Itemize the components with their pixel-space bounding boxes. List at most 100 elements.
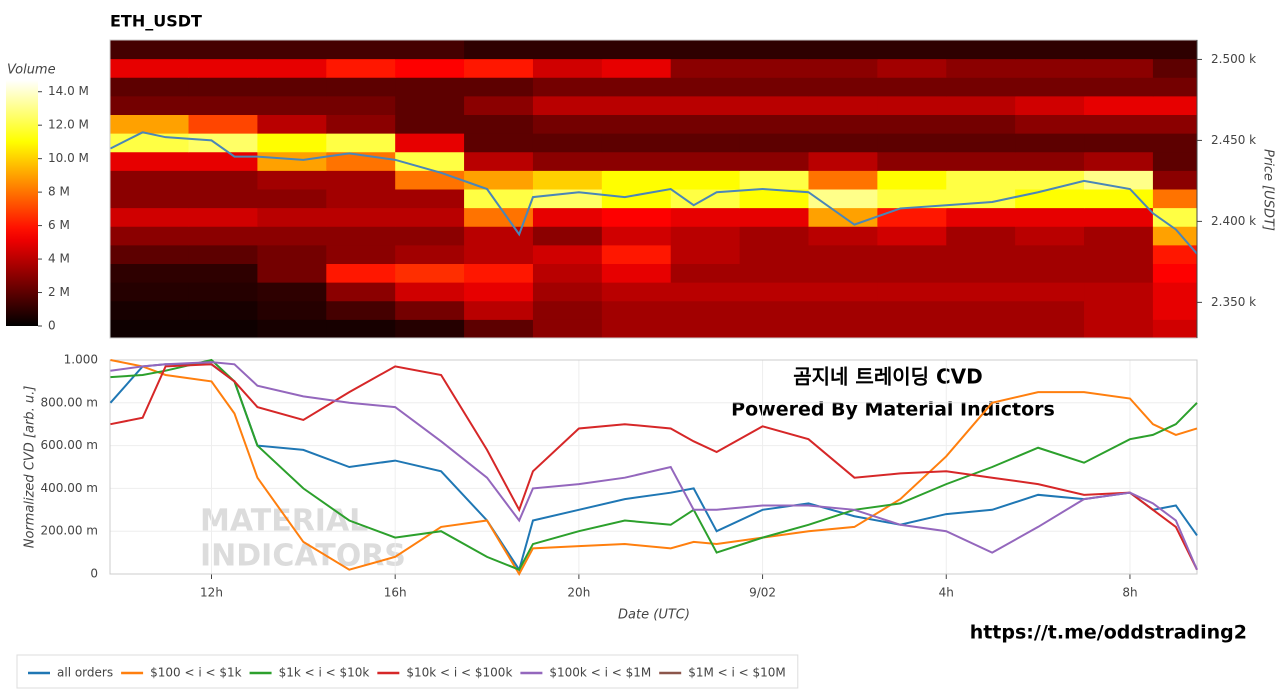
heat-cell xyxy=(1015,133,1085,153)
y-tick-label: 400.00 m xyxy=(41,481,99,495)
legend-label[interactable]: all orders xyxy=(57,666,113,680)
legend-label[interactable]: $10k < i < $100k xyxy=(406,666,512,680)
heat-cell xyxy=(257,170,327,190)
heat-cell xyxy=(1084,263,1154,283)
heat-cell xyxy=(257,263,327,283)
heat-cell xyxy=(877,58,947,78)
heat-cell xyxy=(188,263,258,283)
heat-cell xyxy=(110,151,190,171)
heat-cell xyxy=(1152,282,1197,302)
legend-label[interactable]: $1M < i < $10M xyxy=(688,666,786,680)
heat-cell xyxy=(188,282,258,302)
heat-cell xyxy=(1015,319,1085,338)
heat-cell xyxy=(601,40,672,60)
heat-cell xyxy=(532,40,603,60)
heat-cell xyxy=(395,282,465,302)
heat-cell xyxy=(326,170,396,190)
heat-cell xyxy=(257,95,327,115)
heat-cell xyxy=(532,77,603,97)
heat-cell xyxy=(1015,151,1085,171)
y-axis-label: Price [USDT] xyxy=(1261,149,1276,231)
heat-cell xyxy=(326,40,396,60)
heat-cell xyxy=(808,170,878,190)
heat-cell xyxy=(110,263,190,283)
heat-cell xyxy=(110,244,190,264)
heat-cell xyxy=(395,226,465,246)
heat-cell xyxy=(395,300,465,320)
cvd-line xyxy=(110,358,1198,571)
y-tick-label: 800.00 m xyxy=(41,395,99,409)
heat-cell xyxy=(1084,95,1154,115)
heat-cell xyxy=(808,40,878,60)
heat-cell xyxy=(946,207,1016,227)
heat-cell xyxy=(877,244,947,264)
heat-cell xyxy=(257,282,327,302)
heat-cell xyxy=(808,133,878,153)
legend-label[interactable]: $100k < i < $1M xyxy=(549,666,651,680)
heat-cell xyxy=(257,300,327,320)
heat-cell xyxy=(739,226,809,246)
heat-cell xyxy=(464,263,534,283)
cvd-line xyxy=(110,359,1198,577)
heat-cell xyxy=(946,114,1016,134)
x-tick-label: 4h xyxy=(939,586,954,600)
heat-cell xyxy=(877,170,947,190)
heat-cell xyxy=(946,95,1016,115)
heat-cell xyxy=(808,244,878,264)
heat-cell xyxy=(464,114,534,134)
heat-cell xyxy=(257,244,327,264)
heat-cell xyxy=(946,244,1016,264)
heat-cell xyxy=(532,189,603,209)
heat-cell xyxy=(601,189,672,209)
colorbar-tick-label: 0 xyxy=(48,319,56,333)
x-tick-label: 16h xyxy=(384,586,407,600)
heat-cell xyxy=(808,151,878,171)
heat-cell xyxy=(257,319,327,338)
heat-cell xyxy=(326,319,396,338)
heat-cell xyxy=(257,77,327,97)
heat-cell xyxy=(808,95,878,115)
heat-cell xyxy=(1015,244,1085,264)
heat-cell xyxy=(257,58,327,78)
x-tick-label: 12h xyxy=(200,586,223,600)
heat-cell xyxy=(532,282,603,302)
heat-cell xyxy=(1152,77,1197,97)
heat-cell xyxy=(110,114,190,134)
heat-cell xyxy=(877,226,947,246)
heat-cell xyxy=(326,114,396,134)
heat-cell xyxy=(395,244,465,264)
heat-cell xyxy=(1084,207,1154,227)
y-tick-label: 0 xyxy=(90,567,98,581)
heat-cell xyxy=(808,114,878,134)
heat-cell xyxy=(395,40,465,60)
heat-cell xyxy=(188,77,258,97)
footer-link[interactable]: https://t.me/oddstrading2 xyxy=(970,622,1247,644)
heat-cell xyxy=(188,151,258,171)
heat-cell xyxy=(670,151,741,171)
heat-cell xyxy=(946,263,1016,283)
heat-cell xyxy=(464,207,534,227)
annotation: 곰지네 트레이딩 CVD xyxy=(793,365,982,389)
heat-cell xyxy=(1015,40,1085,60)
heat-cell xyxy=(877,263,947,283)
heat-cell xyxy=(670,244,741,264)
heat-cell xyxy=(877,77,947,97)
y-tick-label: 200.00 m xyxy=(41,524,99,538)
legend-label[interactable]: $1k < i < $10k xyxy=(279,666,370,680)
y-tick-label: 600.00 m xyxy=(41,438,99,452)
heat-cell xyxy=(808,77,878,97)
heat-cell xyxy=(601,58,672,78)
legend-label[interactable]: $100 < i < $1k xyxy=(150,666,242,680)
heat-cell xyxy=(188,170,258,190)
heat-cell xyxy=(670,114,741,134)
heat-cell xyxy=(739,282,809,302)
colorbar-tick-label: 4 M xyxy=(48,252,70,266)
heat-cell xyxy=(257,40,327,60)
heat-cell xyxy=(395,189,465,209)
heat-cell xyxy=(464,77,534,97)
heat-cell xyxy=(808,282,878,302)
heat-cell xyxy=(946,226,1016,246)
heat-cell xyxy=(532,244,603,264)
colorbar-tick-label: 12.0 M xyxy=(48,118,89,132)
